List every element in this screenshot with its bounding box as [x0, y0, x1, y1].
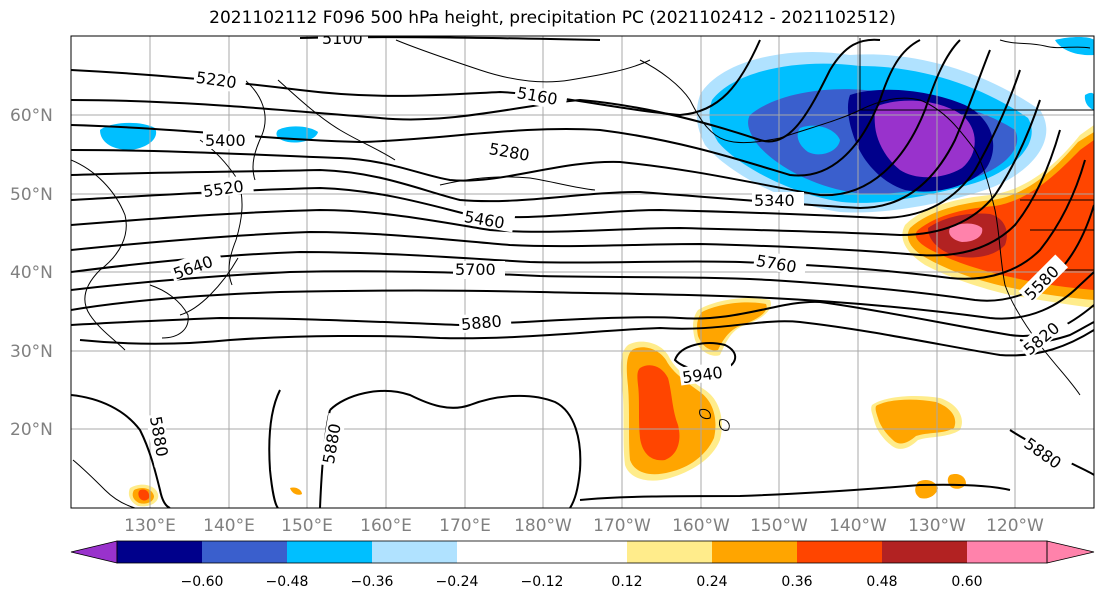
- map-title: 2021102112 F096 500 hPa height, precipit…: [209, 8, 896, 28]
- colorbar-segment-8: [712, 541, 797, 563]
- colorbar-tick-8: 0.36: [781, 574, 812, 590]
- contour-label-5340: 5340: [754, 191, 795, 210]
- colorbar-segment-7: [627, 541, 712, 563]
- lon-label-120w: 120°W: [986, 516, 1044, 536]
- colorbar-segment-11: [967, 541, 1047, 563]
- contour-label-5700: 5700: [455, 260, 496, 279]
- colorbar: −0.60 −0.48 −0.36 −0.24 −0.12 0.12 0.24 …: [70, 540, 1095, 590]
- lat-label-50n: 50°N: [10, 185, 53, 205]
- lat-label-30n: 30°N: [10, 342, 53, 362]
- lon-label-140w: 140°W: [829, 516, 887, 536]
- lat-label-60n: 60°N: [10, 106, 53, 126]
- colorbar-segment-2: [202, 541, 287, 563]
- contour-label-5400: 5400: [205, 131, 246, 150]
- lon-label-150w: 150°W: [750, 516, 808, 536]
- colorbar-tick-2: −0.48: [266, 574, 309, 590]
- lon-label-130e: 130°E: [124, 516, 176, 536]
- colorbar-tick-6: 0.12: [611, 574, 642, 590]
- colorbar-segment-10: [882, 541, 967, 563]
- lon-axis: 130°E 140°E 150°E 160°E 170°E 180°W 170°…: [124, 516, 1044, 536]
- colorbar-segment-6: [542, 541, 627, 563]
- colorbar-tick-7: 0.24: [696, 574, 727, 590]
- colorbar-tick-9: 0.48: [866, 574, 897, 590]
- colorbar-segment-3: [287, 541, 372, 563]
- contour-label-5100: 5100: [322, 29, 363, 48]
- colorbar-tick-5: −0.12: [521, 574, 564, 590]
- map-frame: [70, 35, 1095, 509]
- colorbar-segment-1: [117, 541, 202, 563]
- colorbar-extend-left: [70, 540, 118, 564]
- lon-label-150e: 150°E: [281, 516, 333, 536]
- lon-label-170w: 170°W: [593, 516, 651, 536]
- colorbar-tick-4: −0.24: [436, 574, 479, 590]
- lat-label-20n: 20°N: [10, 420, 53, 440]
- lon-label-160e: 160°E: [360, 516, 412, 536]
- lat-axis: 60°N 50°N 40°N 30°N 20°N: [10, 106, 53, 440]
- colorbar-extend-right: [1046, 540, 1095, 564]
- contour-label-5880-mid: 5880: [460, 312, 502, 334]
- colorbar-tick-1: −0.60: [181, 574, 224, 590]
- colorbar-tick-3: −0.36: [351, 574, 394, 590]
- colorbar-segment-9: [797, 541, 882, 563]
- colorbar-segment-4: [372, 541, 457, 563]
- lon-label-160w: 160°W: [672, 516, 730, 536]
- lon-label-170e: 170°E: [439, 516, 491, 536]
- colorbar-segment-5: [457, 541, 542, 563]
- colorbar-tick-10: 0.60: [951, 574, 982, 590]
- lon-label-140e: 140°E: [203, 516, 255, 536]
- lat-label-40n: 40°N: [10, 263, 53, 283]
- lon-label-130w: 130°W: [908, 516, 966, 536]
- lon-label-180w: 180°W: [514, 516, 572, 536]
